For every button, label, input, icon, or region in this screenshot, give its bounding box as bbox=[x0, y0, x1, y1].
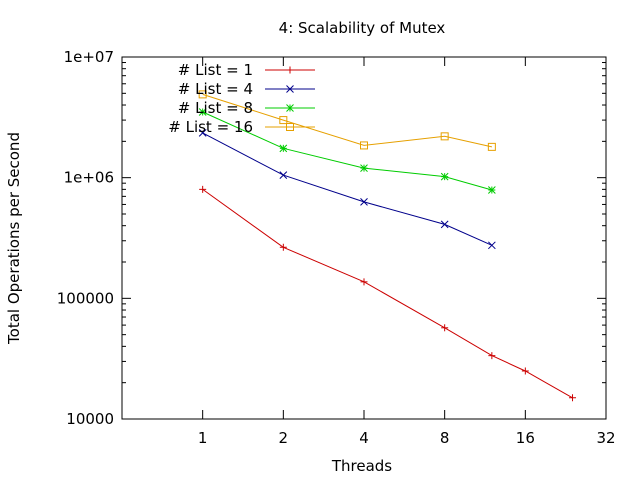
square-marker bbox=[360, 141, 368, 150]
y-axis-label: Total Operations per Second bbox=[5, 132, 23, 345]
series-line bbox=[202, 132, 493, 246]
chart-title: 4: Scalability of Mutex bbox=[279, 19, 446, 37]
x-tick-label: 32 bbox=[596, 429, 615, 447]
legend-label: # List = 8 bbox=[178, 99, 253, 117]
axis-ticks: 10000 100000 1e+06 1e+07 1 2 4 8 16 32 bbox=[57, 48, 616, 447]
series-group bbox=[198, 129, 496, 250]
y-tick-label: 1e+06 bbox=[64, 169, 114, 187]
legend-label: # List = 4 bbox=[178, 80, 253, 98]
series-line bbox=[202, 93, 493, 148]
series-group bbox=[198, 90, 496, 151]
square-marker bbox=[487, 142, 496, 151]
square-marker bbox=[279, 116, 288, 125]
x-tick-label: 1 bbox=[198, 429, 208, 447]
series-line bbox=[202, 188, 573, 399]
x-tick-label: 4 bbox=[359, 429, 369, 447]
legend-label: # List = 1 bbox=[178, 61, 253, 79]
square-marker bbox=[198, 90, 207, 99]
cross-marker bbox=[198, 129, 207, 137]
series-layer bbox=[198, 90, 577, 402]
x-tick-label: 2 bbox=[279, 429, 289, 447]
star-marker bbox=[286, 104, 294, 112]
cross-marker bbox=[286, 85, 294, 93]
star-marker bbox=[440, 172, 449, 181]
x-tick-label: 8 bbox=[440, 429, 450, 447]
x-axis-label: Threads bbox=[331, 457, 392, 475]
square-marker bbox=[440, 132, 449, 141]
y-tick-label: 100000 bbox=[57, 289, 114, 307]
star-marker bbox=[488, 186, 496, 194]
cross-marker bbox=[360, 198, 368, 206]
y-tick-label: 1e+07 bbox=[64, 48, 114, 66]
legend-label: # List = 16 bbox=[168, 118, 253, 136]
series-group bbox=[199, 185, 577, 402]
star-marker bbox=[360, 164, 368, 172]
y-tick-label: 10000 bbox=[66, 410, 114, 428]
star-marker bbox=[279, 144, 288, 153]
series-group bbox=[198, 108, 496, 194]
legend: # List = 1# List = 4# List = 8# List = 1… bbox=[168, 61, 315, 136]
square-marker bbox=[286, 123, 294, 131]
cross-marker bbox=[488, 241, 496, 250]
x-tick-label: 16 bbox=[516, 429, 535, 447]
star-marker bbox=[198, 108, 207, 116]
cross-marker bbox=[440, 220, 449, 229]
cross-marker bbox=[279, 171, 288, 179]
